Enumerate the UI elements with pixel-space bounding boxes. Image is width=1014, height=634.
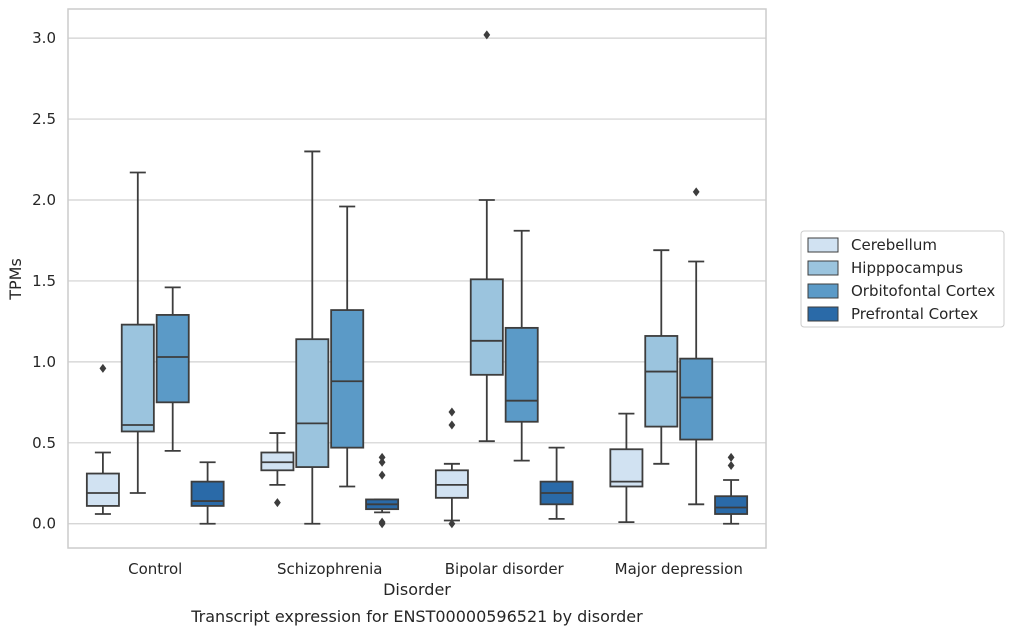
outlier-point [448,407,456,417]
legend-swatch [807,237,839,253]
box [190,480,225,507]
y-tick-label: 3.0 [32,29,56,47]
y-tick-label: 0.0 [32,515,56,533]
outlier-point [692,187,700,197]
plot-frame [67,8,767,549]
outlier-point [274,498,281,508]
box-plot [85,363,120,515]
box-plot [504,229,539,462]
box-plot [679,187,714,506]
box [120,323,155,433]
legend: Cerebellum Hipppocampus Orbitofontal Corte… [800,230,1005,328]
box-plot [295,150,330,525]
y-tick-label: 2.0 [32,191,56,209]
box-plot [434,407,469,529]
box [609,448,644,488]
box-plot [330,205,365,488]
y-tick-label: 0.5 [32,434,56,452]
legend-swatch [807,260,839,276]
legend-swatch [807,283,839,299]
box [644,335,679,428]
y-tick-label: 1.5 [32,272,56,290]
legend-entry-label: Cerebellum [851,236,937,254]
box-plot [539,446,574,520]
box-plot [190,461,225,525]
box-plot [714,452,749,525]
box [504,326,539,423]
outlier-point [483,30,491,40]
box [155,314,190,404]
outlier-point [378,519,386,529]
outlier-point [448,420,456,430]
legend-entry-label: Prefrontal Cortex [851,305,978,323]
legend-frame [800,230,1005,328]
x-axis-label: Disorder [383,580,451,599]
box-plot [365,452,400,529]
box-plot [469,30,504,443]
box-plot [120,171,155,494]
chart-caption: Transcript expression for ENST0000059652… [190,607,643,626]
y-tick-label: 1.0 [32,353,56,371]
outlier-point [727,460,735,470]
x-tick-label: Bipolar disorder [445,560,565,578]
box [295,338,330,468]
outlier-point [378,457,386,467]
x-tick-label: Schizophrenia [277,560,382,578]
box-plot [644,249,679,465]
box-plot [260,432,295,508]
legend-entry-label: Hipppocampus [851,259,963,277]
outlier-point [448,519,456,529]
box-plot [155,286,190,452]
box [330,309,365,449]
legend-entry-label: Orbitofontal Cortex [851,282,995,300]
boxes [85,30,749,529]
tick-labels: 0.0 0.5 1.0 1.5 2.0 2.5 3.0 Control Schizophreni… [32,29,743,578]
outlier-point [378,470,386,480]
y-axis-label: TPMs [6,258,25,301]
outlier-point [727,452,735,462]
legend-swatch [807,306,839,322]
box [85,472,120,507]
box-plot [609,412,644,524]
y-tick-label: 2.5 [32,110,56,128]
box [714,495,749,515]
box [469,278,504,376]
x-tick-label: Major depression [615,560,743,578]
x-tick-label: Control [128,560,182,578]
outlier-point [99,363,107,373]
box [679,357,714,441]
outlier-point [378,452,386,462]
